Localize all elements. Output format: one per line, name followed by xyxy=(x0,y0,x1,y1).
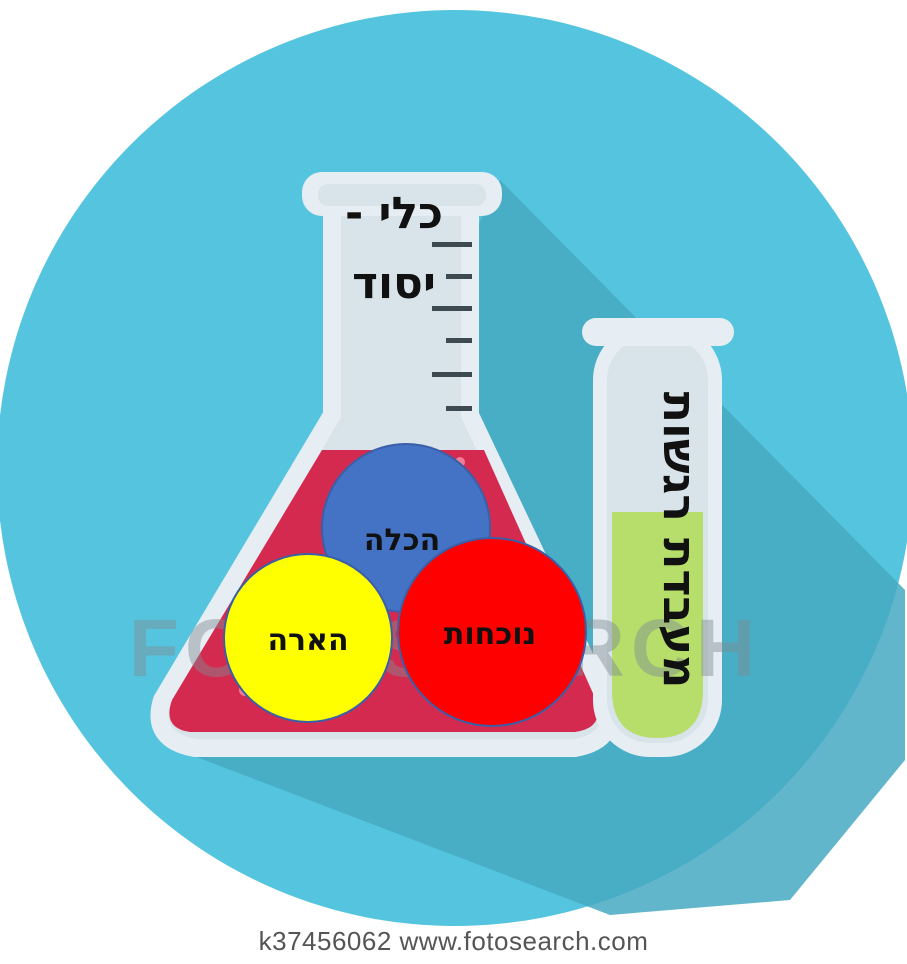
label-acceptance: הכלה xyxy=(364,523,440,558)
circle-illumination xyxy=(223,553,393,723)
label-presence: נוכחות xyxy=(444,617,536,652)
label-lab: מעבדת רגשות xyxy=(653,392,707,689)
footer-caption: k37456062 www.fotosearch.com xyxy=(258,926,649,956)
circle-presence xyxy=(397,537,587,727)
label-base-tool-line2: יסוד xyxy=(352,258,436,309)
measurement-ticks xyxy=(432,242,472,411)
test-tube xyxy=(582,318,734,757)
tube-liquid xyxy=(612,512,703,738)
label-base-tool-line1: כלי - xyxy=(345,188,443,239)
label-illumination: הארה xyxy=(267,623,348,658)
